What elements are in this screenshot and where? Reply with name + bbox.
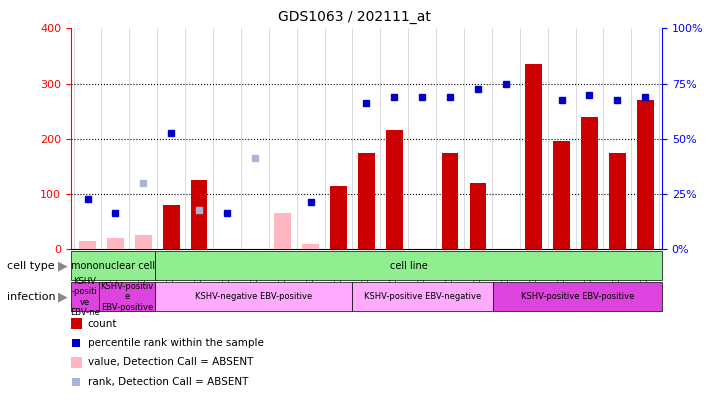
Text: ▶: ▶ xyxy=(57,290,67,303)
Bar xyxy=(155,282,353,311)
Bar xyxy=(386,130,403,249)
Text: count: count xyxy=(88,319,118,328)
Bar xyxy=(302,243,319,249)
Bar xyxy=(637,100,653,249)
Bar xyxy=(525,64,542,249)
Text: KSHV-positive EBV-positive: KSHV-positive EBV-positive xyxy=(521,292,634,301)
Text: rank, Detection Call = ABSENT: rank, Detection Call = ABSENT xyxy=(88,377,249,387)
Bar xyxy=(442,153,458,249)
Bar xyxy=(330,185,347,249)
Bar xyxy=(553,141,570,249)
Text: KSHV
-positi
ve
EBV-ne: KSHV -positi ve EBV-ne xyxy=(70,277,100,317)
Bar xyxy=(71,282,99,311)
Bar xyxy=(135,235,152,249)
Bar xyxy=(275,213,291,249)
Bar xyxy=(353,282,493,311)
Text: infection: infection xyxy=(7,292,56,302)
Bar xyxy=(493,282,662,311)
Text: KSHV-negative EBV-positive: KSHV-negative EBV-positive xyxy=(195,292,312,301)
Bar xyxy=(99,282,155,311)
Text: GDS1063 / 202111_at: GDS1063 / 202111_at xyxy=(278,10,430,24)
Bar xyxy=(190,180,207,249)
Text: cell line: cell line xyxy=(389,261,428,271)
Bar xyxy=(107,238,124,249)
Text: ▶: ▶ xyxy=(57,259,67,272)
Text: cell type: cell type xyxy=(7,261,55,271)
Bar xyxy=(163,205,180,249)
Text: KSHV-positiv
e
EBV-positive: KSHV-positiv e EBV-positive xyxy=(101,282,154,312)
Bar xyxy=(358,153,375,249)
Text: mononuclear cell: mononuclear cell xyxy=(71,261,155,271)
Bar xyxy=(155,251,662,280)
Bar xyxy=(469,183,486,249)
Text: percentile rank within the sample: percentile rank within the sample xyxy=(88,338,263,348)
Text: KSHV-positive EBV-negative: KSHV-positive EBV-negative xyxy=(364,292,481,301)
Bar xyxy=(71,251,155,280)
Text: value, Detection Call = ABSENT: value, Detection Call = ABSENT xyxy=(88,358,253,367)
Bar xyxy=(79,241,96,249)
Bar xyxy=(609,153,626,249)
Bar xyxy=(581,117,598,249)
